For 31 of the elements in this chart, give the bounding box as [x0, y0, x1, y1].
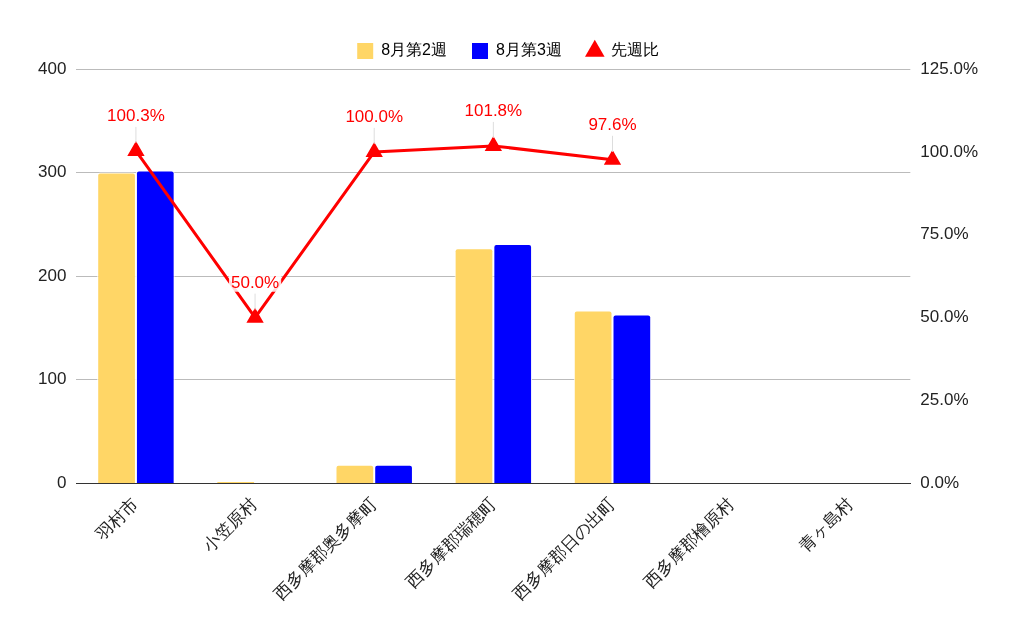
- x-tick-label: 西多摩郡檜原村: [640, 494, 738, 592]
- point: [485, 137, 501, 151]
- y-tick-label: 400: [37, 58, 67, 78]
- data-label: 50.0%: [230, 272, 280, 292]
- y2-tick-label: 0.0%: [920, 473, 960, 493]
- y2-tick-label: 125.0%: [920, 58, 979, 78]
- y-tick-label: 0: [56, 473, 67, 493]
- data-label: 101.8%: [464, 101, 523, 121]
- point: [128, 142, 144, 156]
- point: [366, 143, 382, 157]
- data-label: 100.0%: [345, 107, 404, 127]
- point: [604, 151, 621, 165]
- x-tick-label: 羽村市: [91, 494, 143, 545]
- legend-label: 8月第2週: [381, 41, 447, 59]
- data-label: 100.3%: [107, 106, 165, 126]
- y2-tick-label: 100.0%: [920, 141, 979, 161]
- legend-label: 先週比: [610, 41, 659, 59]
- y-tick-label: 200: [37, 265, 67, 285]
- x-tick-label: 小笠原村: [199, 494, 262, 556]
- legend-label: 8月第3週: [496, 41, 562, 59]
- x-tick-label: 西多摩郡奥多摩町: [270, 494, 381, 604]
- x-tick-label: 西多摩郡日の出町: [509, 494, 619, 604]
- x-tick-label: 西多摩郡瑞穂町: [401, 494, 500, 592]
- y2-tick-label: 75.0%: [920, 224, 969, 244]
- y2-tick-label: 25.0%: [920, 390, 969, 410]
- y-tick-label: 100: [37, 369, 67, 389]
- y-tick-label: 300: [37, 162, 67, 182]
- x-tick-label: 青ヶ島村: [795, 494, 857, 556]
- y2-tick-label: 50.0%: [920, 307, 969, 327]
- data-label: 97.6%: [588, 115, 637, 135]
- point: [247, 309, 263, 323]
